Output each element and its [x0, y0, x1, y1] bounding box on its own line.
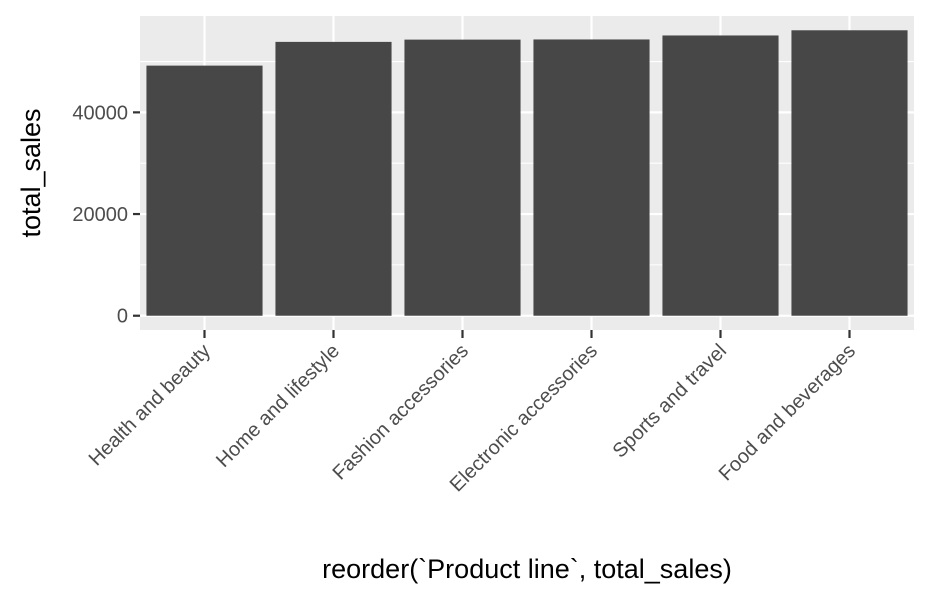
x-tick-label: Food and beverages	[715, 340, 860, 485]
x-tick-label: Home and lifestyle	[212, 340, 344, 472]
y-tick-label: 20000	[72, 204, 128, 226]
x-tick-label: Sports and travel	[609, 340, 731, 462]
minor-gridlines	[140, 60, 914, 266]
y-tick-label: 0	[117, 306, 128, 328]
x-tick-label: Fashion accessories	[329, 340, 473, 484]
y-axis-title: total_sales	[16, 108, 46, 237]
bar	[404, 39, 521, 316]
y-tick-label: 40000	[72, 102, 128, 124]
bar	[791, 30, 908, 316]
plot-panel	[140, 16, 914, 330]
x-tick-label: Health and beauty	[85, 340, 215, 470]
bar	[533, 39, 650, 316]
bars	[146, 30, 908, 316]
x-axis-title: reorder(`Product line`, total_sales)	[322, 554, 732, 584]
y-axis: 0 20000 40000	[72, 102, 140, 328]
bar	[275, 41, 392, 316]
bar	[662, 35, 779, 316]
bar	[146, 65, 263, 316]
x-tick-label: Electronic accessories	[446, 340, 602, 496]
